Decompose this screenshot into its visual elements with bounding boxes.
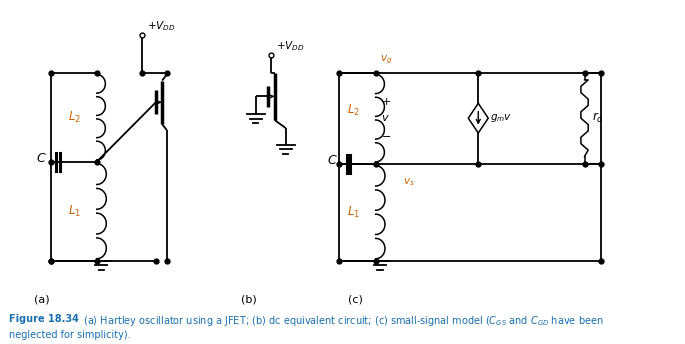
Text: $g_m v$: $g_m v$ xyxy=(490,112,512,124)
Text: $v_g$: $v_g$ xyxy=(380,53,393,66)
Text: $v$: $v$ xyxy=(381,113,390,123)
Text: $r_o$: $r_o$ xyxy=(592,111,603,125)
Text: $+$: $+$ xyxy=(381,96,391,107)
Text: (c): (c) xyxy=(348,294,363,304)
Text: $+V_{DD}$: $+V_{DD}$ xyxy=(147,19,175,33)
Text: (a) Hartley oscillator using a JFET; (b) dc equivalent circuit; (c) small-signal: (a) Hartley oscillator using a JFET; (b)… xyxy=(77,314,603,328)
Text: Figure 18.34: Figure 18.34 xyxy=(9,314,79,324)
Text: (b): (b) xyxy=(240,294,256,304)
Text: neglected for simplicity).: neglected for simplicity). xyxy=(9,330,130,340)
Text: (a): (a) xyxy=(34,294,50,304)
Text: $L_1$: $L_1$ xyxy=(347,205,360,220)
Text: $L_2$: $L_2$ xyxy=(347,103,360,118)
Text: $-$: $-$ xyxy=(381,130,391,140)
Text: $C$: $C$ xyxy=(327,154,338,167)
Text: $+V_{DD}$: $+V_{DD}$ xyxy=(275,39,304,53)
Text: $v_s$: $v_s$ xyxy=(403,176,414,189)
Text: $L_2$: $L_2$ xyxy=(68,110,82,125)
Text: $C$: $C$ xyxy=(36,152,47,165)
Text: $L_1$: $L_1$ xyxy=(68,204,82,219)
